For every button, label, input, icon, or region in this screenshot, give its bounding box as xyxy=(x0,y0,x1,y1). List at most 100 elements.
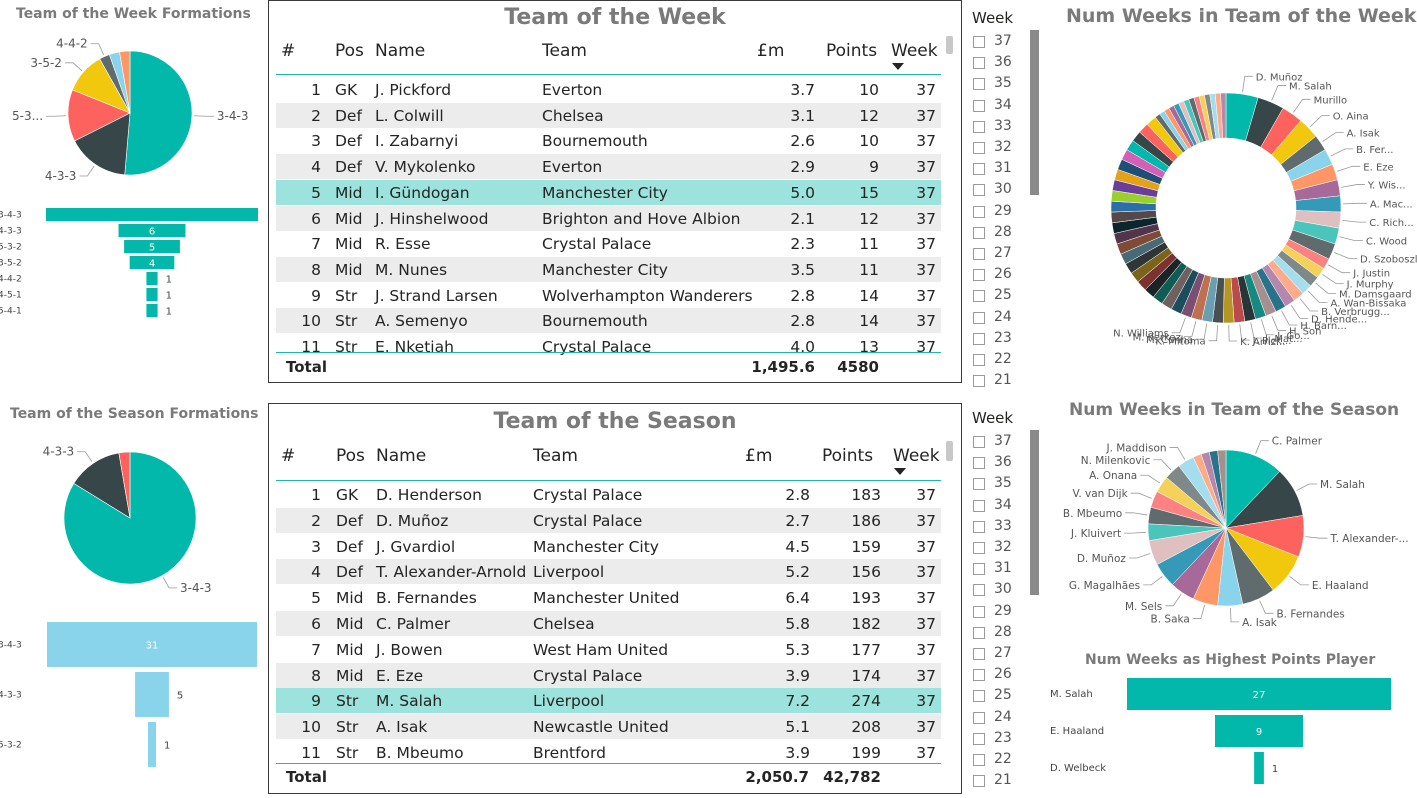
table-row[interactable]: 2 Def D. Muñoz Crystal Palace 2.7 186 37 xyxy=(276,507,941,533)
week-checkbox[interactable] xyxy=(973,732,985,745)
week-checkbox[interactable] xyxy=(973,626,985,639)
funnel-bar[interactable] xyxy=(118,224,186,237)
funnel-bar[interactable] xyxy=(146,288,158,301)
week-formations-pie[interactable]: 3-4-3 4-3-3 5-3... 3-5-2 4-4-2 xyxy=(0,28,262,208)
table-row[interactable]: 8 Mid E. Eze Crystal Palace 3.9 174 37 xyxy=(276,662,941,688)
week-checkbox[interactable] xyxy=(973,205,985,218)
week-checkbox[interactable] xyxy=(973,142,985,154)
table-row[interactable]: 5 Mid B. Fernandes Manchester United 6.4 193 3… xyxy=(276,585,941,610)
season-slicer-scrollbar[interactable] xyxy=(1030,430,1039,595)
week-checkbox[interactable] xyxy=(973,690,985,703)
pie-slice[interactable] xyxy=(124,50,193,176)
table-row[interactable]: 9 Str M. Salah Liverpool 7.2 274 37 xyxy=(276,688,941,714)
pie-slice[interactable] xyxy=(1225,449,1280,529)
table-row[interactable]: 1 GK D. Henderson Crystal Palace 2.8 183 37 xyxy=(276,482,941,507)
week-checkbox[interactable] xyxy=(973,563,985,576)
funnel-bar[interactable] xyxy=(124,240,180,253)
week-checkbox[interactable] xyxy=(973,36,985,48)
col-points[interactable]: Points xyxy=(826,41,878,61)
week-checkbox[interactable] xyxy=(973,248,985,260)
funnel-bar[interactable] xyxy=(47,622,257,667)
table-row[interactable]: 6 Mid C. Palmer Chelsea 5.8 182 37 xyxy=(276,611,941,636)
week-checkbox[interactable] xyxy=(973,269,985,282)
table-row[interactable]: 1 GK J. Pickford Everton 3.7 10 37 xyxy=(276,77,941,102)
week-checkbox[interactable] xyxy=(973,184,985,197)
season-formations-funnel[interactable]: 3-4-3 31 4-3-3 5 5-3-2 1 xyxy=(0,615,262,775)
week-checkbox[interactable] xyxy=(973,478,985,491)
funnel-bar[interactable] xyxy=(1215,715,1303,747)
table-row[interactable]: 3 Def I. Zabarnyi Bournemouth 2.6 10 37 xyxy=(276,128,941,153)
week-checkbox[interactable] xyxy=(973,669,985,682)
table-row[interactable]: 10 Str A. Isak Newcastle United 5.1 208 37 xyxy=(276,714,941,740)
week-slicer-scrollbar[interactable] xyxy=(1030,30,1039,195)
funnel-bar[interactable] xyxy=(1254,752,1264,784)
week-checkbox[interactable] xyxy=(973,775,985,788)
col-price[interactable]: £m xyxy=(757,41,785,61)
week-checkbox[interactable] xyxy=(973,375,985,388)
pie-slice[interactable] xyxy=(119,50,131,114)
week-checkbox[interactable] xyxy=(973,436,985,448)
col-price[interactable]: £m xyxy=(745,446,773,466)
table-row[interactable]: 6 Mid J. Hinshelwood Brighton and Hove Albi… xyxy=(276,205,941,231)
table-row[interactable]: 5 Mid I. Gündogan Manchester City 5.0 15 37 xyxy=(276,179,941,205)
table-row[interactable]: 7 Mid R. Esse Crystal Palace 2.3 11 37 xyxy=(276,231,941,256)
funnel-bar[interactable] xyxy=(146,272,158,285)
table-row[interactable]: 9 Str J. Strand Larsen Wolverhampton Wander… xyxy=(276,283,941,308)
funnel-bar[interactable] xyxy=(129,256,175,269)
table-row[interactable]: 10 Str A. Semenyo Bournemouth 2.8 14 37 xyxy=(276,308,941,334)
week-checkbox[interactable] xyxy=(973,120,985,133)
week-checkbox[interactable] xyxy=(973,648,985,660)
season-slicer[interactable]: Week 37 36 35 34 33 32 31 30 29 28 27 26 25 24 23 22 21 xyxy=(970,403,1040,795)
week-checkbox[interactable] xyxy=(973,584,985,597)
season-pie-chart[interactable]: C. Palmer M. Salah T. Alexander-... E. Haal… xyxy=(1040,428,1417,628)
col-num[interactable]: # xyxy=(281,41,296,61)
table-row[interactable]: 3 Def J. Gvardiol Manchester City 4.5 159 37 xyxy=(276,534,941,559)
table-row[interactable]: 4 Def T. Alexander-Arnold Liverpool 5.2 156 37 xyxy=(276,559,941,585)
pie-slice[interactable] xyxy=(73,452,131,519)
col-points[interactable]: Points xyxy=(822,446,874,466)
week-checkbox[interactable] xyxy=(973,542,985,554)
table-row[interactable]: 4 Def V. Mykolenko Everton 2.9 9 37 xyxy=(276,154,941,180)
table-row[interactable]: 8 Mid M. Nunes Manchester City 3.5 11 37 xyxy=(276,256,941,282)
col-week[interactable]: Week xyxy=(893,446,940,466)
col-pos[interactable]: Pos xyxy=(335,41,364,61)
col-pos[interactable]: Pos xyxy=(336,446,365,466)
pie-slice[interactable] xyxy=(1217,449,1227,529)
week-checkbox[interactable] xyxy=(973,605,985,618)
week-checkbox[interactable] xyxy=(973,711,985,724)
table-row[interactable]: 7 Mid J. Bowen West Ham United 5.3 177 37 xyxy=(276,637,941,662)
week-checkbox[interactable] xyxy=(973,332,985,345)
week-checkbox[interactable] xyxy=(973,99,985,112)
week-checkbox[interactable] xyxy=(973,520,985,533)
table-row[interactable]: 2 Def L. Colwill Chelsea 3.1 12 37 xyxy=(276,102,941,128)
week-checkbox[interactable] xyxy=(973,354,985,366)
week-checkbox[interactable] xyxy=(973,457,985,470)
week-table-scrollbar[interactable] xyxy=(946,36,953,54)
week-checkbox[interactable] xyxy=(973,311,985,324)
pie-slice[interactable] xyxy=(74,112,131,176)
highest-points-chart[interactable]: M. Salah 27 E. Haaland 9 D. Welbeck 1 xyxy=(1040,672,1417,792)
pie-slice[interactable] xyxy=(1220,92,1227,139)
funnel-bar[interactable] xyxy=(135,672,169,717)
col-team[interactable]: Team xyxy=(542,41,587,61)
week-checkbox[interactable] xyxy=(973,499,985,512)
week-checkbox[interactable] xyxy=(973,78,985,91)
col-week[interactable]: Week xyxy=(891,41,938,61)
col-name[interactable]: Name xyxy=(376,446,427,466)
col-num[interactable]: # xyxy=(281,446,296,466)
pie-slice[interactable] xyxy=(67,89,131,142)
season-table-scrollbar[interactable] xyxy=(946,441,953,461)
funnel-bar[interactable] xyxy=(46,208,258,221)
week-slicer[interactable]: Week 37 36 35 34 33 32 31 30 29 28 27 26 25 24 23 22 21 xyxy=(970,0,1040,392)
funnel-bar[interactable] xyxy=(1127,678,1391,710)
week-checkbox[interactable] xyxy=(973,226,985,239)
col-team[interactable]: Team xyxy=(533,446,578,466)
funnel-bar[interactable] xyxy=(146,304,158,317)
week-checkbox[interactable] xyxy=(973,754,985,766)
col-name[interactable]: Name xyxy=(375,41,426,61)
week-checkbox[interactable] xyxy=(973,57,985,70)
season-formations-pie[interactable]: 3-4-3 4-3-3 xyxy=(0,430,262,610)
funnel-bar[interactable] xyxy=(148,722,156,767)
week-formations-funnel[interactable]: 3-4-3 4-3-3 6 5-3-2 5 3-5-2 4 4-4-2 1 4-5-1 1 5-4-1… xyxy=(0,205,262,323)
